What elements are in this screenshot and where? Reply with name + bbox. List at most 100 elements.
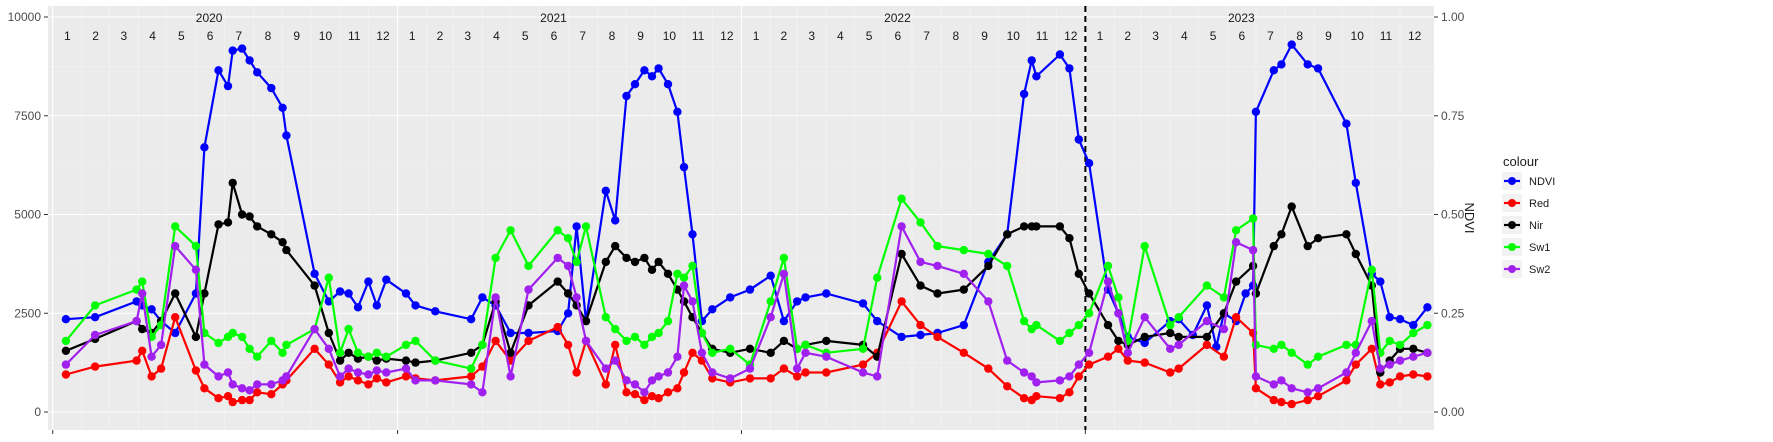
legend-item-sw2: Sw2: [1502, 260, 1550, 278]
data-point: [673, 384, 682, 393]
data-point: [310, 281, 319, 290]
legend-label: Sw2: [1529, 264, 1550, 276]
data-point: [792, 297, 802, 306]
data-point: [1303, 360, 1312, 369]
data-point: [1174, 340, 1183, 350]
data-point: [466, 364, 476, 373]
data-point: [611, 216, 620, 225]
data-point: [647, 265, 657, 274]
data-point: [382, 368, 391, 377]
data-point: [267, 390, 276, 399]
data-point: [506, 348, 515, 357]
data-point: [1202, 340, 1212, 350]
data-point: [344, 372, 353, 381]
data-point: [1231, 277, 1241, 286]
data-point: [1123, 356, 1133, 365]
data-point: [673, 107, 682, 117]
data-point: [1065, 234, 1074, 243]
left-tick-label: 7500: [14, 109, 41, 123]
data-point: [353, 368, 363, 377]
data-point: [640, 395, 649, 405]
data-point: [679, 162, 689, 172]
data-point: [766, 297, 775, 306]
data-point: [1003, 356, 1012, 365]
month-label: 9: [637, 29, 644, 43]
data-point: [1376, 364, 1385, 373]
month-label: 12: [1064, 29, 1078, 43]
data-point: [622, 253, 631, 263]
month-label: 11: [1380, 29, 1393, 43]
data-point: [1409, 352, 1418, 361]
data-point: [766, 348, 775, 357]
data-point: [654, 64, 663, 73]
month-label: 9: [1325, 29, 1332, 43]
month-label: 1: [64, 29, 71, 43]
legend-key-dot: [1508, 243, 1516, 251]
data-point: [1423, 303, 1432, 312]
month-label: 10: [319, 29, 333, 43]
month-label: 11: [1036, 29, 1049, 43]
data-point: [1313, 64, 1323, 73]
data-point: [1202, 281, 1212, 290]
data-point: [147, 352, 156, 361]
data-point: [622, 336, 631, 346]
data-point: [253, 222, 262, 231]
data-point: [1019, 222, 1029, 231]
data-point: [779, 269, 789, 278]
data-point: [1351, 249, 1361, 259]
data-point: [335, 287, 345, 296]
data-point: [267, 230, 276, 239]
data-point: [1231, 226, 1241, 235]
data-point: [1367, 344, 1377, 353]
data-point: [364, 352, 373, 361]
data-point: [622, 91, 631, 101]
data-point: [1140, 313, 1149, 322]
month-label: 8: [952, 29, 959, 43]
data-point: [90, 313, 100, 322]
month-label: 6: [895, 29, 902, 43]
month-label: 8: [265, 29, 272, 43]
data-point: [553, 322, 562, 332]
data-point: [1385, 336, 1394, 346]
data-point: [1409, 370, 1418, 379]
data-point: [1032, 222, 1041, 231]
data-point: [1269, 66, 1279, 75]
data-point: [1074, 372, 1084, 381]
data-point: [1269, 395, 1279, 405]
data-point: [223, 81, 233, 91]
data-point: [1103, 277, 1113, 286]
month-label: 11: [348, 29, 361, 43]
legend-item-sw1: Sw1: [1502, 238, 1550, 256]
data-point: [1055, 50, 1065, 59]
data-point: [873, 273, 882, 282]
data-point: [200, 289, 209, 298]
data-point: [766, 374, 775, 383]
data-point: [431, 376, 440, 385]
data-point: [138, 277, 147, 286]
data-point: [466, 372, 476, 381]
data-point: [654, 394, 663, 403]
data-point: [90, 301, 100, 310]
data-point: [1032, 72, 1041, 81]
data-point: [1269, 380, 1279, 389]
data-point: [1409, 328, 1418, 338]
data-point: [353, 376, 363, 385]
data-point: [171, 289, 180, 298]
data-point: [1409, 320, 1418, 330]
data-point: [1074, 360, 1084, 369]
data-point: [1409, 344, 1418, 353]
data-point: [1241, 289, 1250, 298]
data-point: [647, 72, 657, 81]
data-point: [581, 222, 591, 231]
data-point: [335, 356, 345, 365]
month-label: 9: [293, 29, 300, 43]
data-point: [1342, 230, 1351, 239]
data-point: [1027, 56, 1036, 65]
data-point: [984, 261, 993, 271]
data-point: [1084, 309, 1094, 318]
data-point: [191, 265, 201, 274]
data-point: [572, 293, 581, 302]
data-point: [572, 257, 581, 267]
data-point: [679, 368, 689, 377]
data-point: [253, 380, 262, 389]
